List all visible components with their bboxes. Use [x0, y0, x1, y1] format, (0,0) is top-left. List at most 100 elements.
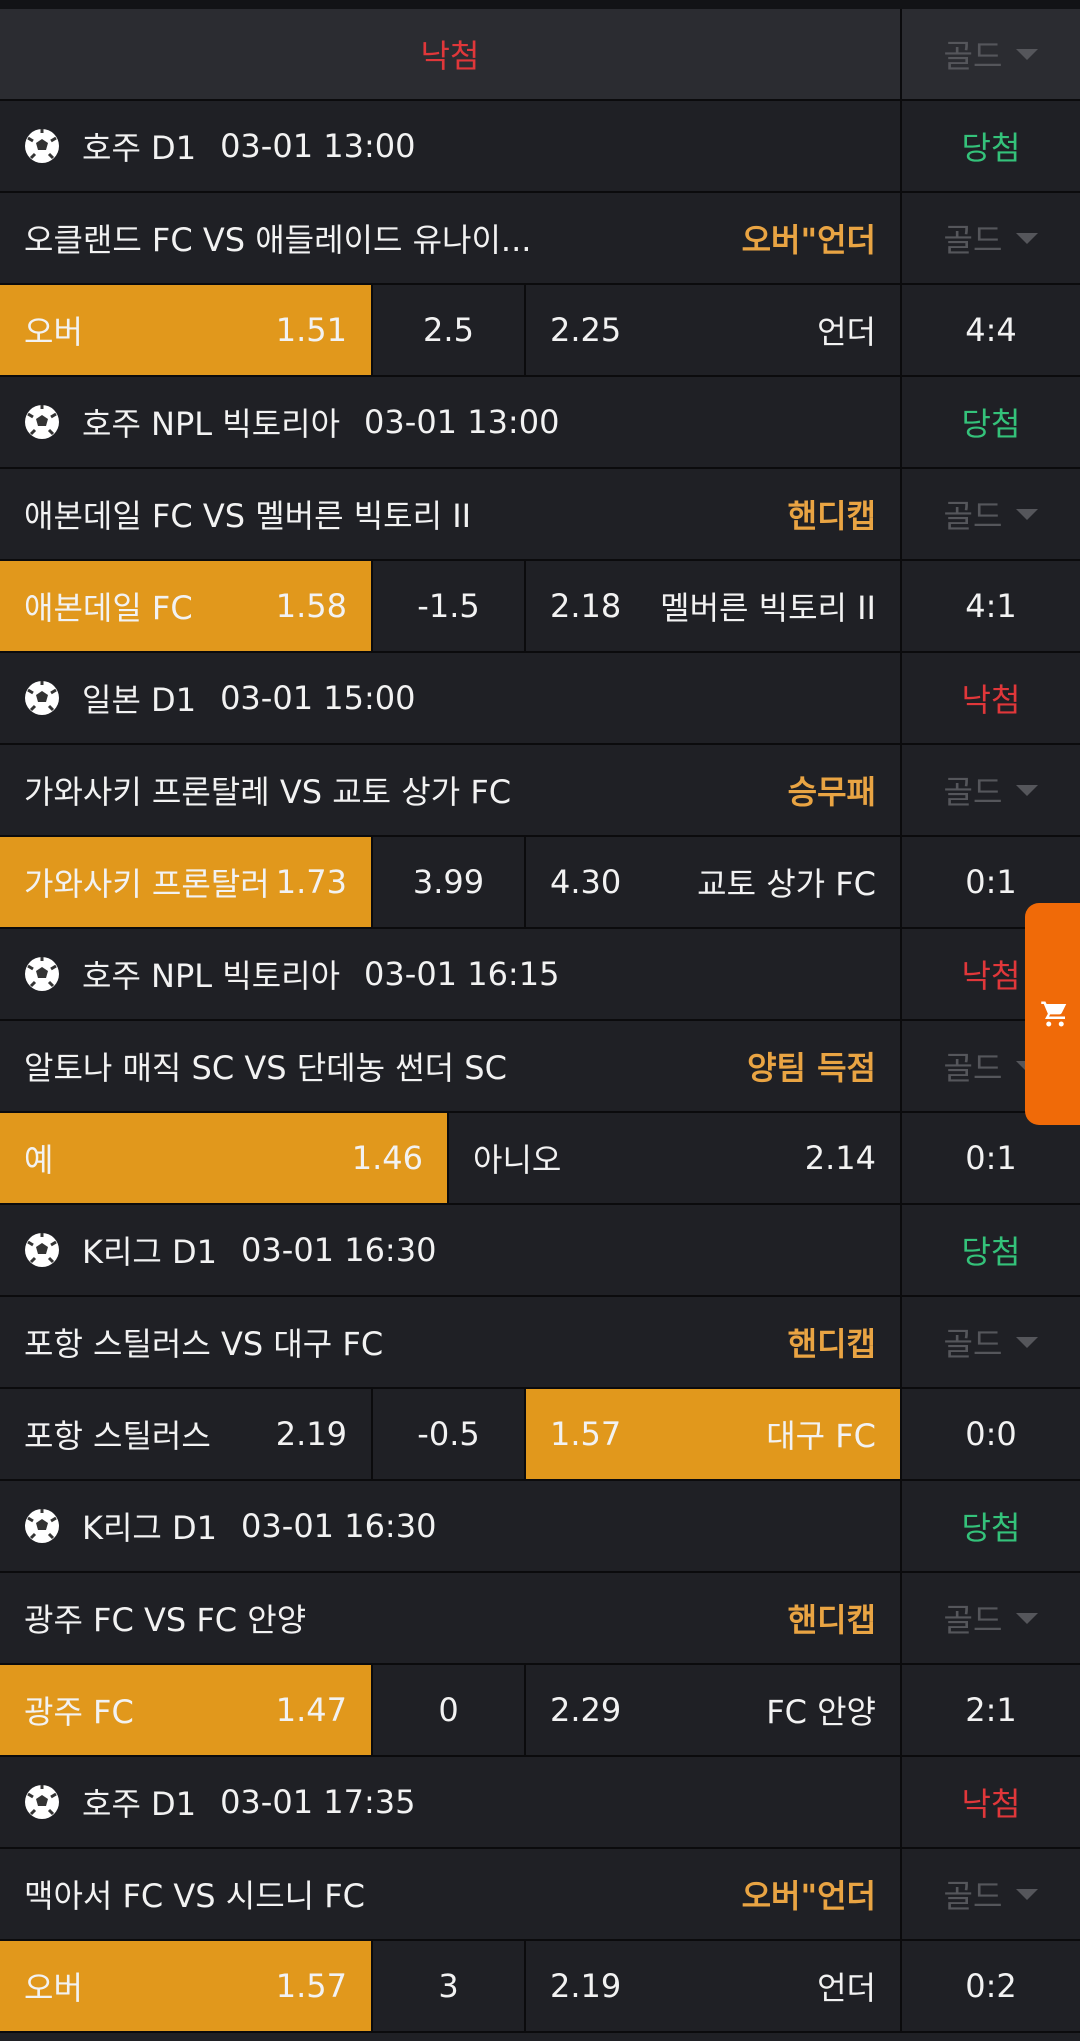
teams: 알토나 매직 SC VS 단데농 썬더 SC [24, 1049, 507, 1087]
bet-line: 3.99 [373, 837, 526, 927]
league: 호주 NPL 빅토리아 [82, 957, 341, 995]
option-label: 언더 [817, 1969, 876, 2007]
option-odds: 1.46 [351, 1139, 423, 1177]
league-row: 일본 D1 03-01 15:00 낙첨 [0, 653, 1080, 745]
result-cell: 낙첨 [900, 653, 1080, 743]
result: 낙첨 [961, 1785, 1021, 1823]
option-odds: 1.57 [550, 1415, 622, 1453]
ball-icon [24, 128, 60, 164]
bet-option-right[interactable]: 2.19 언더 [526, 1941, 900, 2031]
bet-line: 0 [373, 1665, 526, 1755]
market: 양팀 득점 [747, 1049, 876, 1087]
score-cell: 0:1 [900, 837, 1080, 927]
gold-dropdown[interactable]: 골드 [900, 9, 1080, 99]
result-cell: 낙첨 [900, 1757, 1080, 1847]
gold-dropdown[interactable]: 골드 [900, 193, 1080, 283]
line-value: -0.5 [417, 1415, 480, 1453]
score-cell: 4:1 [900, 561, 1080, 651]
bet-option-left[interactable]: 예 1.46 [0, 1113, 449, 1203]
bet-row: 오버 1.51 2.5 2.25 언더 4:4 [0, 285, 1080, 377]
score-cell: 0:0 [900, 1389, 1080, 1479]
match-cell: 포항 스틸러스 VS 대구 FC 핸디캡 [0, 1297, 900, 1387]
cart-icon [1041, 1001, 1067, 1027]
option-label: 애본데일 FC [24, 589, 193, 627]
teams: 가와사키 프론탈레 VS 교토 상가 FC [24, 773, 512, 811]
line-value: -1.5 [417, 587, 480, 625]
caret [1016, 1336, 1039, 1348]
league: 호주 NPL 빅토리아 [82, 405, 341, 443]
league-row: K리그 D1 03-01 16:30 당첨 [0, 1205, 1080, 1297]
bet-cells: 가와사키 프론탈러 1.73 3.99 4.30 교토 상가 FC [0, 837, 900, 927]
match-row: 가와사키 프론탈레 VS 교토 상가 FC 승무패 골드 [0, 745, 1080, 837]
result-cell: 낙첨 [900, 929, 1080, 1019]
bet-option-right[interactable]: 2.18 멜버른 빅토리 II [526, 561, 900, 651]
bet-option-right[interactable]: 2.25 언더 [526, 285, 900, 375]
result: 당첨 [961, 1509, 1021, 1547]
gold-dropdown[interactable]: 골드 [900, 469, 1080, 559]
caret [1016, 48, 1039, 60]
option-odds: 2.25 [550, 311, 622, 349]
score-cell: 2:1 [900, 1665, 1080, 1755]
gold-dropdown[interactable]: 골드 [900, 1849, 1080, 1939]
match-row: 알토나 매직 SC VS 단데농 썬더 SC 양팀 득점 골드 [0, 1021, 1080, 1113]
option-label: 언더 [817, 313, 876, 351]
match-row: 포항 스틸러스 VS 대구 FC 핸디캡 골드 [0, 1297, 1080, 1389]
bet-line: -0.5 [373, 1389, 526, 1479]
market: 핸디캡 [787, 1325, 876, 1363]
datetime: 03-01 16:15 [364, 955, 560, 993]
bet-option-left[interactable]: 애본데일 FC 1.58 [0, 561, 373, 651]
bet-option-left[interactable]: 광주 FC 1.47 [0, 1665, 373, 1755]
bet-option-left[interactable]: 오버 1.57 [0, 1941, 373, 2031]
league-row: 호주 NPL 빅토리아 03-01 13:00 당첨 [0, 377, 1080, 469]
bet-option-left[interactable]: 가와사키 프론탈러 1.73 [0, 837, 373, 927]
league-cell: 호주 NPL 빅토리아 03-01 16:15 [0, 929, 900, 1019]
bet-list: 낙첨 골드 호주 D1 03-01 13:00 당첨 오클랜드 FC VS 애들레이드… [0, 9, 1080, 2033]
gold-dropdown[interactable]: 골드 [900, 1573, 1080, 1663]
result: 낙첨 [961, 957, 1021, 995]
result-cell: 당첨 [900, 101, 1080, 191]
league: K리그 D1 [82, 1233, 218, 1271]
caret [1016, 1612, 1039, 1624]
option-label: 가와사키 프론탈러 [24, 865, 270, 903]
datetime: 03-01 13:00 [364, 403, 560, 441]
teams: 포항 스틸러스 VS 대구 FC [24, 1325, 384, 1363]
option-label: 예 [24, 1141, 54, 1179]
gold-label: 골드 [943, 37, 1003, 75]
cart-button[interactable] [1025, 903, 1080, 1125]
option-odds: 2.19 [275, 1415, 347, 1453]
gold-dropdown[interactable]: 골드 [900, 1297, 1080, 1387]
line-value: 2.5 [423, 311, 474, 349]
league-row: 호주 D1 03-01 17:35 낙첨 [0, 1757, 1080, 1849]
ball-icon [24, 1232, 60, 1268]
option-label: 광주 FC [24, 1693, 134, 1731]
datetime: 03-01 13:00 [220, 127, 416, 165]
bet-option-right[interactable]: 4.30 교토 상가 FC [526, 837, 900, 927]
option-odds: 2.19 [550, 1967, 622, 2005]
bet-line: 3 [373, 1941, 526, 2031]
bet-cells: 포항 스틸러스 2.19 -0.5 1.57 대구 FC [0, 1389, 900, 1479]
bet-option-right[interactable]: 2.29 FC 안양 [526, 1665, 900, 1755]
gold-label: 골드 [943, 1049, 1003, 1087]
datetime: 03-01 17:35 [220, 1783, 416, 1821]
league-cell: K리그 D1 03-01 16:30 [0, 1481, 900, 1571]
datetime: 03-01 16:30 [241, 1231, 437, 1269]
result: 당첨 [961, 405, 1021, 443]
bet-option-left[interactable]: 오버 1.51 [0, 285, 373, 375]
bet-option-right[interactable]: 1.57 대구 FC [526, 1389, 900, 1479]
score: 2:1 [965, 1691, 1017, 1729]
line-value: 3 [438, 1967, 459, 2005]
market: 핸디캡 [787, 1601, 876, 1639]
league: 호주 D1 [82, 1785, 197, 1823]
match-cell: 가와사키 프론탈레 VS 교토 상가 FC 승무패 [0, 745, 900, 835]
gold-dropdown[interactable]: 골드 [900, 745, 1080, 835]
option-odds: 1.73 [275, 863, 347, 901]
bet-option-left[interactable]: 포항 스틸러스 2.19 [0, 1389, 373, 1479]
caret [1016, 1888, 1039, 1900]
line-value: 0 [438, 1691, 459, 1729]
bet-row: 포항 스틸러스 2.19 -0.5 1.57 대구 FC 0:0 [0, 1389, 1080, 1481]
gold-label: 골드 [943, 773, 1003, 811]
bet-option-right[interactable]: 아니오 2.14 [449, 1113, 900, 1203]
score-cell: 0:1 [900, 1113, 1080, 1203]
match-row: 오클랜드 FC VS 애들레이드 유나이... 오버"언더 골드 [0, 193, 1080, 285]
option-label: 아니오 [473, 1141, 562, 1179]
